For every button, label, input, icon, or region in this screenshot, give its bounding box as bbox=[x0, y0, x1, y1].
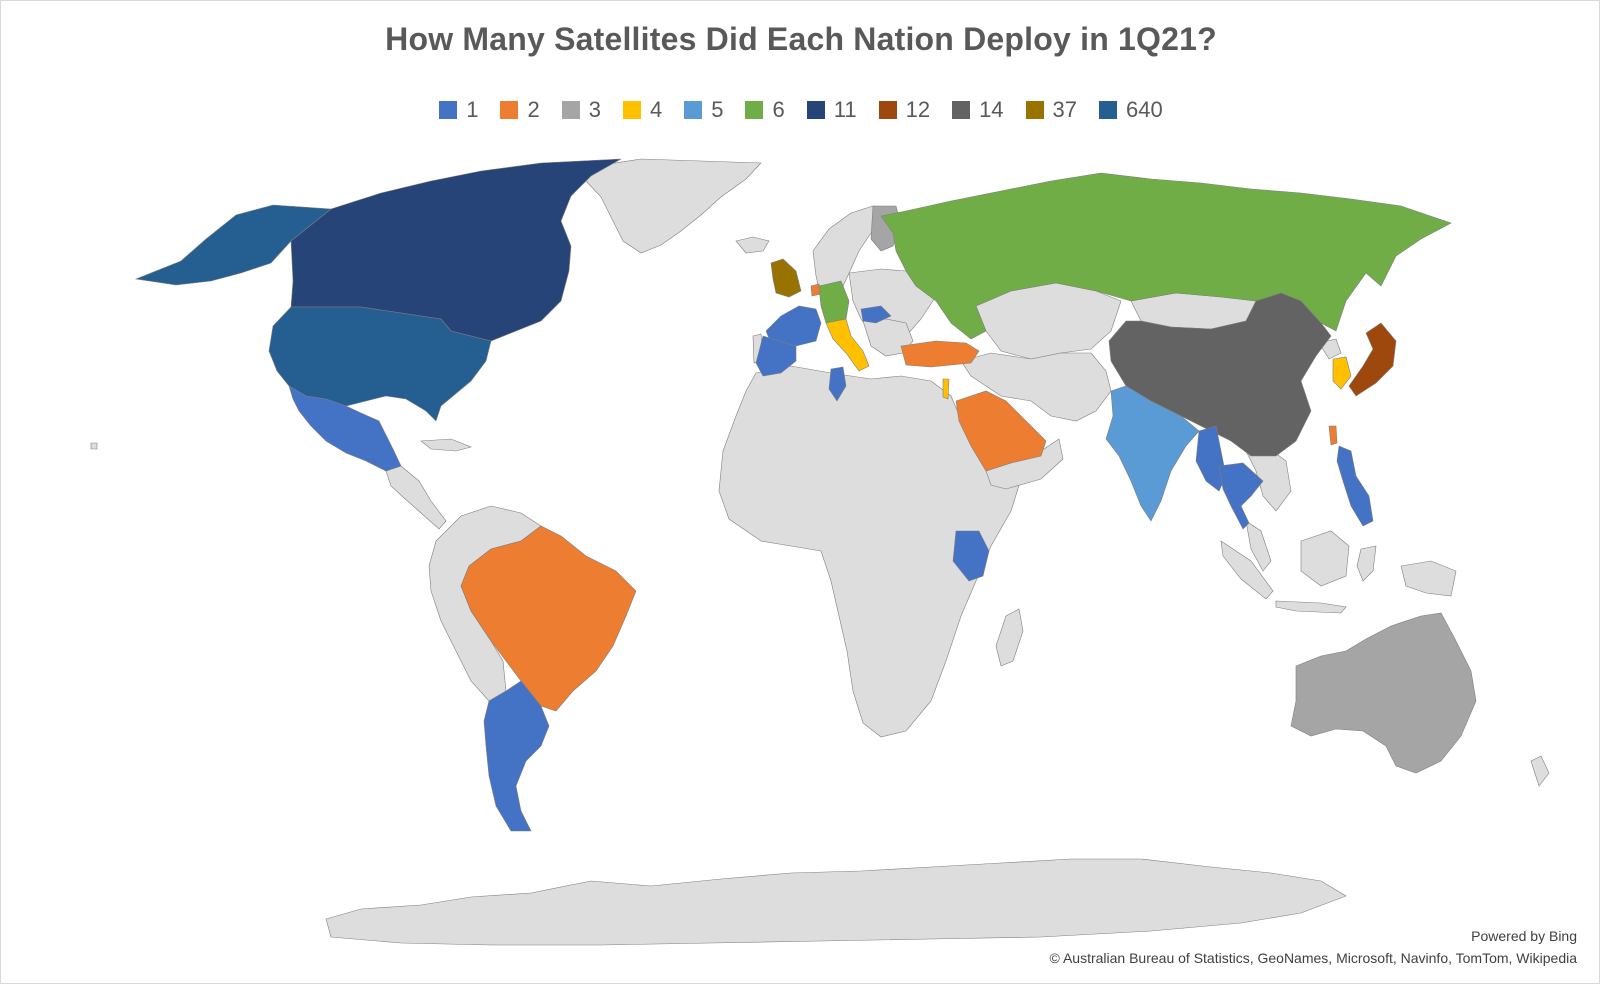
legend-swatch bbox=[1099, 101, 1118, 119]
country-germany bbox=[818, 280, 850, 324]
map-sources-text: © Australian Bureau of Statistics, GeoNa… bbox=[1049, 950, 1577, 966]
legend-item: 4 bbox=[622, 97, 663, 123]
legend-item: 3 bbox=[561, 97, 601, 123]
land-sumatra bbox=[1220, 540, 1274, 600]
legend-label: 1 bbox=[466, 97, 479, 122]
land-sulawesi bbox=[1356, 545, 1377, 582]
legend-swatch bbox=[1025, 101, 1044, 119]
country-taiwan bbox=[1328, 425, 1338, 446]
legend-label: 6 bbox=[772, 97, 785, 122]
legend-item: 5 bbox=[684, 97, 723, 123]
legend-label: 2 bbox=[527, 97, 540, 122]
country-kenya bbox=[952, 530, 990, 582]
legend-item: 12 bbox=[878, 97, 931, 123]
country-israel bbox=[942, 378, 950, 400]
land-java bbox=[1275, 600, 1347, 614]
country-south-korea bbox=[1332, 356, 1352, 390]
legend-item: 14 bbox=[952, 97, 1004, 123]
country-usa bbox=[268, 306, 492, 422]
chart-title: How Many Satellites Did Each Nation Depl… bbox=[385, 21, 1217, 57]
country-india bbox=[1105, 385, 1200, 522]
country-thailand bbox=[1218, 462, 1264, 530]
country-uk bbox=[770, 258, 802, 298]
powered-by-text: Powered by Bing bbox=[1471, 928, 1577, 944]
legend-item: 6 bbox=[745, 97, 785, 123]
legend-swatch bbox=[952, 101, 971, 119]
legend-swatch bbox=[622, 101, 641, 119]
country-tunisia bbox=[828, 366, 847, 402]
land-hawaii bbox=[90, 442, 98, 450]
land-middle-east bbox=[960, 352, 1112, 422]
legend-item: 640 bbox=[1099, 97, 1163, 123]
legend-swatch bbox=[806, 101, 825, 119]
country-turkey bbox=[900, 340, 980, 368]
country-italy bbox=[825, 318, 870, 372]
land-new-guinea bbox=[1400, 560, 1457, 597]
land-madagascar bbox=[995, 608, 1024, 667]
legend-swatch bbox=[500, 101, 519, 119]
legend-label: 37 bbox=[1052, 97, 1078, 122]
land-central-america bbox=[385, 465, 447, 530]
land-malay-peninsula bbox=[1245, 520, 1272, 572]
legend-swatch bbox=[878, 101, 897, 119]
legend-label: 640 bbox=[1126, 97, 1163, 122]
country-spain bbox=[755, 335, 797, 377]
land-borneo bbox=[1300, 530, 1350, 587]
legend-label: 3 bbox=[588, 97, 601, 122]
legend-label: 4 bbox=[649, 97, 663, 122]
land-antarctica bbox=[325, 858, 1347, 946]
legend-label: 5 bbox=[711, 97, 724, 122]
land-new-zealand bbox=[1530, 755, 1550, 787]
legend-label: 12 bbox=[905, 97, 931, 122]
legend-swatch bbox=[684, 101, 703, 119]
legend-label: 11 bbox=[833, 97, 857, 122]
legend-swatch bbox=[745, 101, 764, 119]
country-argentina bbox=[483, 680, 550, 832]
land-africa bbox=[718, 365, 1022, 738]
legend-item: 11 bbox=[806, 97, 857, 123]
legend-swatch bbox=[561, 101, 580, 119]
no-data-land bbox=[90, 158, 1550, 946]
legend-item: 1 bbox=[439, 97, 478, 123]
legend-swatch bbox=[439, 101, 458, 119]
land-greenland bbox=[575, 158, 762, 254]
land-iceland bbox=[735, 236, 770, 254]
legend: 1 2 3 4 5 6 11 12 14 37 640 bbox=[1, 97, 1600, 123]
country-philippines bbox=[1336, 445, 1374, 527]
colored-countries bbox=[134, 158, 1477, 832]
country-saudi-arabia bbox=[955, 390, 1047, 472]
country-hungary bbox=[860, 305, 892, 324]
land-cuba bbox=[420, 438, 472, 452]
country-brazil bbox=[460, 525, 637, 712]
legend-label: 14 bbox=[979, 97, 1004, 122]
country-australia bbox=[1290, 612, 1477, 774]
legend-item: 2 bbox=[500, 97, 540, 123]
country-japan bbox=[1348, 322, 1397, 397]
country-mexico bbox=[288, 385, 402, 472]
legend-item: 37 bbox=[1025, 97, 1078, 123]
